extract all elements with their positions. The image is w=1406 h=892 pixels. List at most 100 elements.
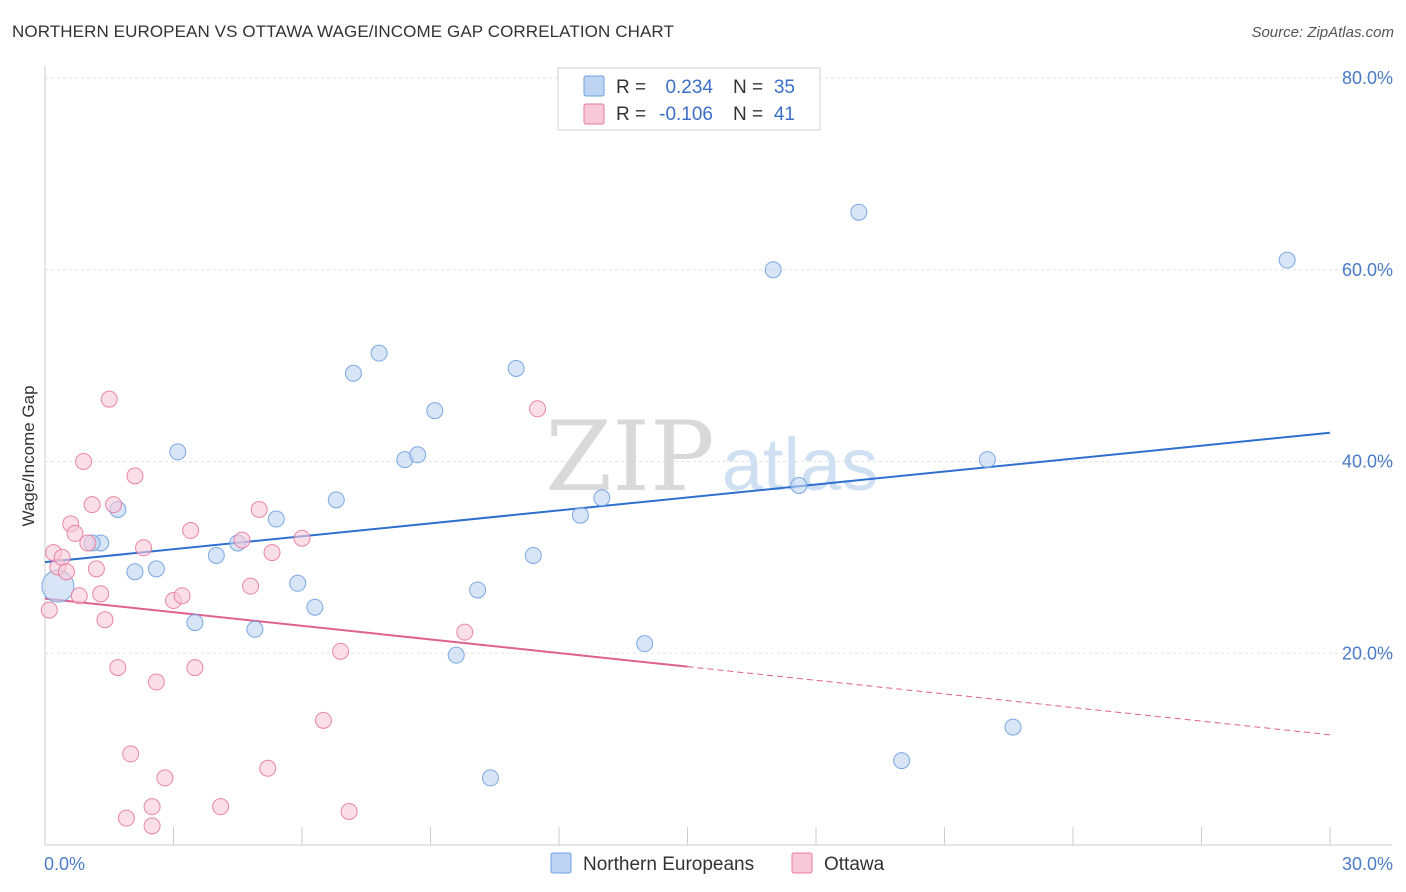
point-ottawa: [456, 623, 474, 641]
point-ottawa: [263, 544, 281, 562]
bottom-legend-label-ottawa: Ottawa: [824, 854, 885, 875]
point-northern-europeans: [246, 620, 264, 638]
legend-n-label-northern-europeans: N =: [733, 77, 763, 98]
point-northern-europeans: [126, 563, 144, 581]
point-northern-europeans: [327, 491, 345, 509]
point-northern-europeans: [426, 402, 444, 420]
point-ottawa: [314, 711, 332, 729]
point-northern-europeans: [1004, 718, 1022, 736]
y-tick-labels: 20.0% 40.0% 60.0% 80.0%: [1342, 68, 1393, 663]
point-northern-europeans: [147, 560, 165, 578]
point-northern-europeans: [790, 476, 808, 494]
point-northern-europeans: [636, 635, 654, 653]
point-ottawa: [117, 809, 135, 827]
point-ottawa: [92, 585, 110, 603]
point-northern-europeans: [593, 489, 611, 507]
point-ottawa: [109, 659, 127, 677]
legend-n-value-northern-europeans: 35: [774, 77, 795, 98]
point-ottawa: [242, 577, 260, 595]
x-tick-labels: 0.0% 30.0%: [44, 854, 1393, 874]
points: [40, 203, 1296, 835]
chart-title: NORTHERN EUROPEAN VS OTTAWA WAGE/INCOME …: [12, 22, 674, 41]
point-northern-europeans: [469, 581, 487, 599]
legend-n-label-ottawa: N =: [733, 104, 763, 125]
point-northern-europeans: [169, 443, 187, 461]
point-ottawa: [87, 560, 105, 578]
bottom-legend-label-northern-europeans: Northern Europeans: [583, 854, 754, 875]
point-northern-europeans: [370, 344, 388, 362]
point-ottawa: [143, 817, 161, 835]
y-tick-label: 60.0%: [1342, 260, 1393, 280]
point-ottawa: [40, 601, 58, 619]
point-ottawa: [83, 496, 101, 514]
y-tick-label: 40.0%: [1342, 452, 1393, 472]
trendline-northern-europeans: [44, 431, 1331, 564]
point-ottawa: [212, 798, 230, 816]
point-ottawa: [122, 745, 140, 763]
point-northern-europeans: [507, 360, 525, 378]
point-ottawa: [143, 798, 161, 816]
gridlines: [45, 77, 1392, 654]
point-ottawa: [75, 453, 93, 470]
top-legend: R = 0.234 N = 35 R = -0.106 N = 41: [557, 67, 821, 131]
legend-swatch-northern-europeans: [583, 75, 605, 97]
point-ottawa: [233, 531, 251, 549]
chart-source: Source: ZipAtlas.com: [1251, 24, 1394, 41]
watermark-zip: ZIP: [545, 401, 714, 513]
point-ottawa: [173, 587, 191, 605]
point-ottawa: [126, 467, 144, 485]
point-ottawa: [182, 522, 200, 540]
point-ottawa: [293, 529, 311, 547]
point-northern-europeans: [978, 451, 996, 469]
point-northern-europeans: [571, 506, 589, 524]
bottom-legend: Northern Europeans Ottawa: [550, 852, 885, 875]
point-northern-europeans: [344, 364, 362, 382]
point-northern-europeans: [893, 752, 911, 770]
point-ottawa: [70, 587, 88, 605]
trendlines: [44, 431, 1331, 736]
bottom-legend-swatch-northern-europeans: [550, 852, 572, 874]
point-ottawa: [100, 390, 118, 408]
point-ottawa: [529, 400, 547, 418]
bottom-legend-swatch-ottawa: [791, 852, 813, 874]
axes: [44, 66, 1392, 846]
point-ottawa: [105, 496, 123, 514]
y-axis-label: Wage/Income Gap: [19, 385, 38, 526]
point-ottawa: [156, 769, 174, 787]
point-northern-europeans: [481, 769, 499, 787]
point-northern-europeans: [186, 614, 204, 632]
x-tick-label-min: 0.0%: [44, 854, 85, 874]
legend-r-value-northern-europeans: 0.234: [665, 77, 713, 98]
point-ottawa: [79, 534, 97, 552]
point-northern-europeans: [306, 598, 324, 616]
point-northern-europeans: [409, 446, 427, 464]
legend-swatch-ottawa: [583, 103, 605, 125]
point-ottawa: [135, 539, 153, 557]
legend-n-value-ottawa: 41: [774, 104, 795, 125]
point-ottawa: [147, 673, 165, 691]
point-ottawa: [340, 802, 358, 820]
trendline-ottawa: [44, 597, 688, 668]
point-northern-europeans: [289, 574, 307, 592]
point-northern-europeans: [207, 546, 225, 564]
x-tick-label-max: 30.0%: [1342, 854, 1393, 874]
legend-r-value-ottawa: -0.106: [659, 104, 713, 125]
y-tick-label: 20.0%: [1342, 643, 1393, 663]
trendline-ottawa-projection: [687, 666, 1331, 736]
point-ottawa: [66, 524, 84, 542]
point-ottawa: [53, 548, 71, 566]
point-northern-europeans: [764, 261, 782, 279]
point-ottawa: [250, 500, 268, 518]
point-northern-europeans: [850, 203, 868, 221]
point-ottawa: [96, 611, 114, 629]
point-ottawa: [186, 659, 204, 677]
point-ottawa: [259, 759, 277, 777]
point-northern-europeans: [524, 546, 542, 564]
legend-r-label-ottawa: R =: [616, 104, 646, 125]
legend-r-label-northern-europeans: R =: [616, 77, 646, 98]
point-northern-europeans: [1278, 251, 1296, 269]
point-northern-europeans: [267, 510, 285, 528]
point-ottawa: [57, 563, 75, 581]
point-ottawa: [332, 642, 350, 660]
